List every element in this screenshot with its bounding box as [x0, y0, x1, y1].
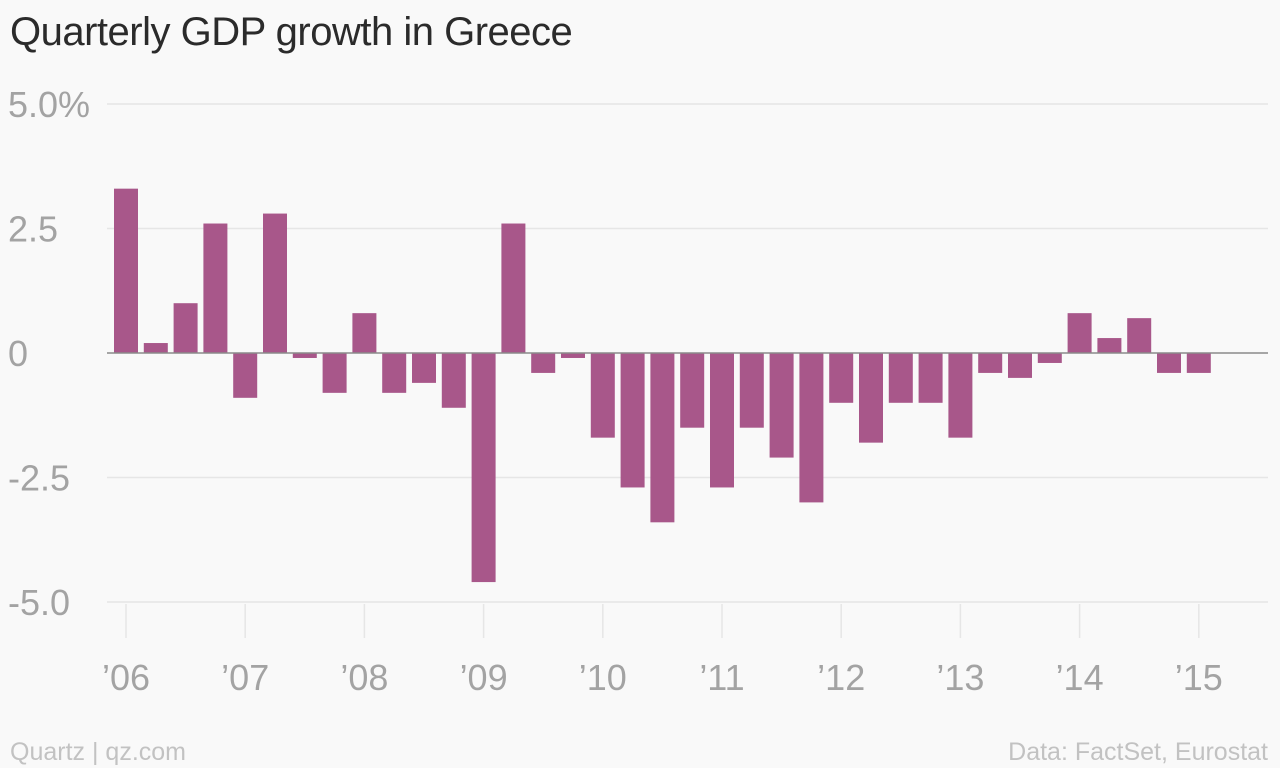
bar	[143, 343, 168, 353]
bar	[352, 313, 377, 353]
bar	[650, 353, 675, 523]
bar	[233, 353, 258, 398]
x-tick-label: ’14	[1056, 657, 1104, 698]
bar	[203, 223, 228, 353]
bars	[114, 188, 1211, 583]
bar	[382, 353, 407, 393]
bar	[1097, 338, 1122, 353]
bar	[859, 353, 883, 443]
bar	[799, 353, 824, 503]
chart-title: Quarterly GDP growth in Greece	[10, 10, 573, 54]
bar	[769, 353, 794, 458]
y-tick-label: 2.5	[8, 209, 58, 250]
x-tick-label: ’08	[340, 657, 388, 698]
y-tick-label: 0	[8, 333, 28, 374]
x-tick-label: ’12	[817, 657, 865, 698]
bar	[501, 223, 526, 353]
bar	[710, 353, 734, 488]
bar	[590, 353, 615, 438]
bar	[978, 353, 1003, 373]
bar	[531, 353, 556, 373]
x-tick-label: ’06	[102, 657, 150, 698]
bar	[114, 188, 138, 353]
y-tick-label: -2.5	[8, 458, 70, 499]
data-source: Data: FactSet, Eurostat	[1008, 738, 1268, 766]
bar	[948, 353, 973, 438]
x-axis-ticks: ’06 ’07 ’08 ’09 ’10 ’11 ’12 ’13 ’14 ’15	[102, 604, 1223, 698]
y-axis-tick-labels: 5.0% 2.5 0 -2.5 -5.0	[8, 84, 90, 623]
bar	[680, 353, 705, 428]
bar	[918, 353, 943, 403]
bar	[1067, 313, 1092, 353]
bar	[1186, 353, 1211, 373]
x-tick-label: ’09	[460, 657, 508, 698]
x-tick-label: ’15	[1175, 657, 1223, 698]
bar	[1157, 353, 1181, 373]
grid-lines	[107, 103, 1268, 603]
bar	[1037, 353, 1062, 363]
y-tick-label: 5.0%	[8, 84, 90, 125]
bar	[620, 353, 645, 488]
bar	[441, 353, 466, 408]
bar	[412, 353, 436, 383]
x-tick-label: ’10	[579, 657, 627, 698]
bar	[561, 353, 585, 358]
bar	[292, 353, 317, 358]
bar	[829, 353, 854, 403]
bar	[1008, 353, 1032, 378]
bar	[1127, 318, 1152, 353]
bar	[739, 353, 764, 428]
x-tick-label: ’13	[936, 657, 984, 698]
bar	[471, 353, 496, 583]
bar	[263, 213, 287, 353]
x-tick-label: ’11	[699, 657, 744, 698]
bar	[173, 303, 198, 353]
x-tick-label: ’07	[221, 657, 269, 698]
source-credit: Quartz | qz.com	[10, 738, 186, 766]
bar	[322, 353, 347, 393]
y-tick-label: -5.0	[8, 582, 70, 623]
bar	[888, 353, 913, 403]
